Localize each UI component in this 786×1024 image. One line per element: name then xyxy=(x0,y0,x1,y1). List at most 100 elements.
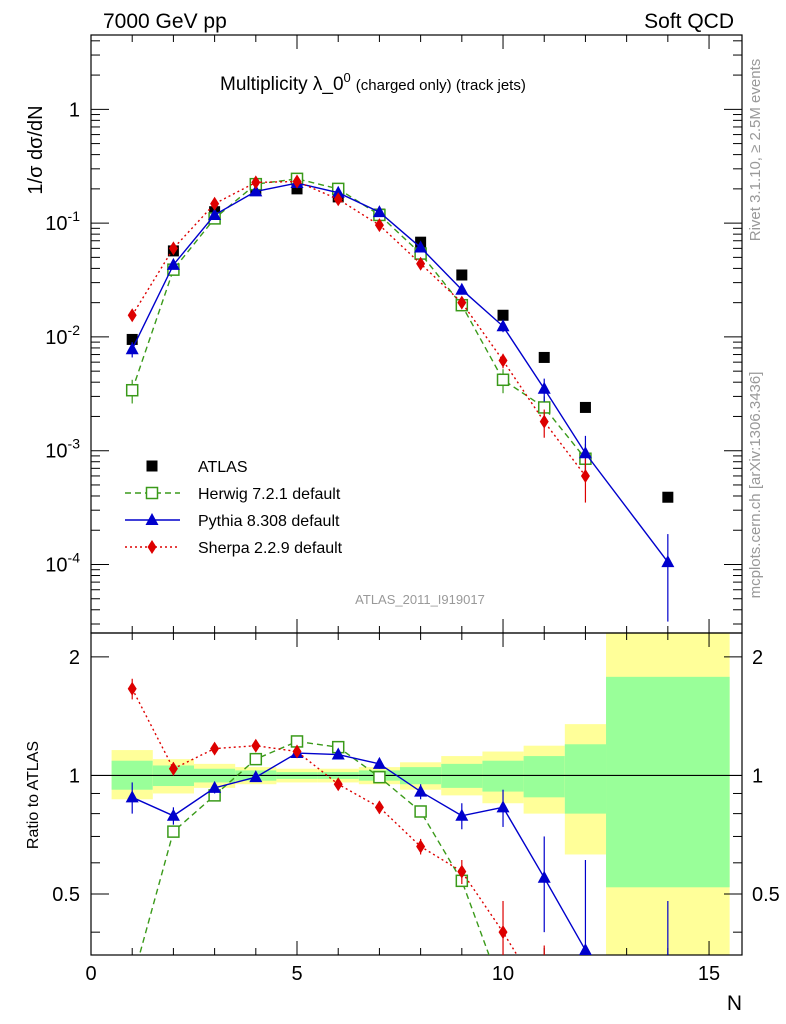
sherpa-ratio-point xyxy=(251,738,261,753)
herwig-ratio-line xyxy=(138,740,490,955)
pythia-point xyxy=(208,207,222,220)
ratio-tick-label-right: 1 xyxy=(752,765,763,787)
pythia-point xyxy=(537,381,551,394)
header-left: 7000 GeV pp xyxy=(103,10,227,33)
pythia-ratio-point xyxy=(331,747,345,760)
herwig-ratio-point xyxy=(373,770,386,784)
sherpa-point xyxy=(333,192,343,207)
y-tick-label: 10-3 xyxy=(45,436,80,463)
sherpa-point xyxy=(127,308,137,323)
x-axis-label: N xyxy=(727,992,742,1015)
sherpa-point xyxy=(292,174,302,189)
pythia-line xyxy=(131,182,669,563)
chart-title-superscript: 0 xyxy=(344,70,351,85)
rivet-version-label: Rivet 3.1.10, ≥ 2.5M events xyxy=(747,59,764,242)
sherpa-point xyxy=(374,218,384,233)
pythia-ratio-point xyxy=(249,770,263,783)
ratio-tick-label-right: 0.5 xyxy=(752,884,780,906)
herwig-ratio-point xyxy=(167,825,180,838)
ratio-band-inner xyxy=(606,676,730,888)
herwig-line xyxy=(131,178,586,460)
pythia-point xyxy=(125,342,139,355)
pythia-point xyxy=(414,240,428,253)
pythia-ratio-point xyxy=(414,784,428,797)
pythia-point xyxy=(661,555,675,568)
series-layer xyxy=(125,172,675,955)
pythia-point xyxy=(496,319,510,332)
herwig-point xyxy=(125,383,139,397)
legend-label: Herwig 7.2.1 default xyxy=(198,486,341,503)
ratio-tick-label-left: 0.5 xyxy=(52,884,80,906)
chart-title-main: Multiplicity λ_0 xyxy=(220,74,344,95)
atlas-point xyxy=(497,309,509,321)
sherpa-point xyxy=(416,256,426,271)
sherpa-point xyxy=(580,468,590,483)
legend-entry-pythia: Pythia 8.308 default xyxy=(125,513,340,530)
atlas-point xyxy=(456,269,468,281)
legend: ATLAS Herwig 7.2.1 default Pythia 8.308 de… xyxy=(125,459,343,557)
ratio-tick-label-left: 1 xyxy=(69,765,80,787)
pythia-ratio-point xyxy=(537,870,551,883)
main-plot-frame xyxy=(90,34,743,634)
axes: 0 5 10 15 10-4 10-3 10-2 10-1 1 0.5 0.5 1 1 2 2 xyxy=(45,35,780,985)
atlas-point xyxy=(126,333,138,345)
sherpa-point xyxy=(457,295,467,310)
pythia-point xyxy=(249,184,263,197)
sherpa-point xyxy=(498,353,508,368)
legend-label: ATLAS xyxy=(198,459,248,476)
sherpa-ratio-point xyxy=(498,925,508,940)
y-tick-label: 10-2 xyxy=(45,322,80,349)
legend-marker xyxy=(145,486,159,500)
legend-entry-herwig: Herwig 7.2.1 default xyxy=(125,486,341,503)
herwig-ratio-point xyxy=(249,752,263,766)
legend-entry-atlas: ATLAS xyxy=(146,459,248,476)
ratio-panel-series xyxy=(125,678,669,955)
sherpa-ratio-point xyxy=(127,681,137,696)
pythia-point xyxy=(331,185,345,198)
ratio-axis-label: Ratio to ATLAS xyxy=(25,741,42,849)
atlas-point xyxy=(662,491,674,503)
sherpa-point xyxy=(168,241,178,256)
atlas-point xyxy=(291,183,303,195)
mcplots-label: mcplots.cern.ch [arXiv:1306.3436] xyxy=(747,372,764,599)
atlas-point xyxy=(579,401,591,413)
legend-label: Sherpa 2.2.9 default xyxy=(198,540,343,557)
sherpa-point xyxy=(210,196,220,211)
pythia-ratio-point xyxy=(579,943,592,955)
x-tick-label: 5 xyxy=(291,963,302,985)
y-tick-label: 10-4 xyxy=(45,549,80,576)
herwig-ratio-point xyxy=(414,805,427,818)
sherpa-ratio-point xyxy=(457,864,467,879)
y-tick-label: 1 xyxy=(69,99,80,121)
pythia-ratio-point xyxy=(496,800,510,813)
pythia-ratio-point xyxy=(208,780,222,793)
ratio-tick-label-left: 2 xyxy=(69,647,80,669)
legend-marker xyxy=(147,540,157,554)
y-tick-label: 10-1 xyxy=(45,208,80,235)
pythia-ratio-point xyxy=(166,808,180,821)
main-panel-series xyxy=(125,172,675,622)
legend-label: Pythia 8.308 default xyxy=(198,513,340,530)
y-axis-label: 1/σ dσ/dN xyxy=(25,105,47,194)
pythia-point xyxy=(578,446,592,459)
ratio-tick-label-right: 2 xyxy=(752,647,763,669)
chart-title: Multiplicity λ_00 (charged only) (track j… xyxy=(220,70,526,95)
sherpa-ratio-point xyxy=(292,744,302,759)
analysis-id-label: ATLAS_2011_I919017 xyxy=(355,592,485,607)
pythia-point xyxy=(372,205,386,218)
sherpa-point xyxy=(251,175,261,190)
pythia-point xyxy=(166,257,180,270)
legend-entry-sherpa: Sherpa 2.2.9 default xyxy=(125,540,343,557)
pythia-point xyxy=(455,282,469,295)
pythia-ratio-point xyxy=(125,790,139,803)
sherpa-ratio-point xyxy=(416,839,426,854)
ratio-plot-frame xyxy=(90,632,743,956)
sherpa-point xyxy=(539,414,549,429)
x-tick-label: 0 xyxy=(85,963,96,985)
pythia-ratio-point xyxy=(455,808,469,821)
sherpa-ratio-point xyxy=(210,741,220,756)
x-tick-label: 15 xyxy=(698,963,720,985)
sherpa-line xyxy=(131,180,586,477)
ratio-band-inner xyxy=(564,744,607,814)
